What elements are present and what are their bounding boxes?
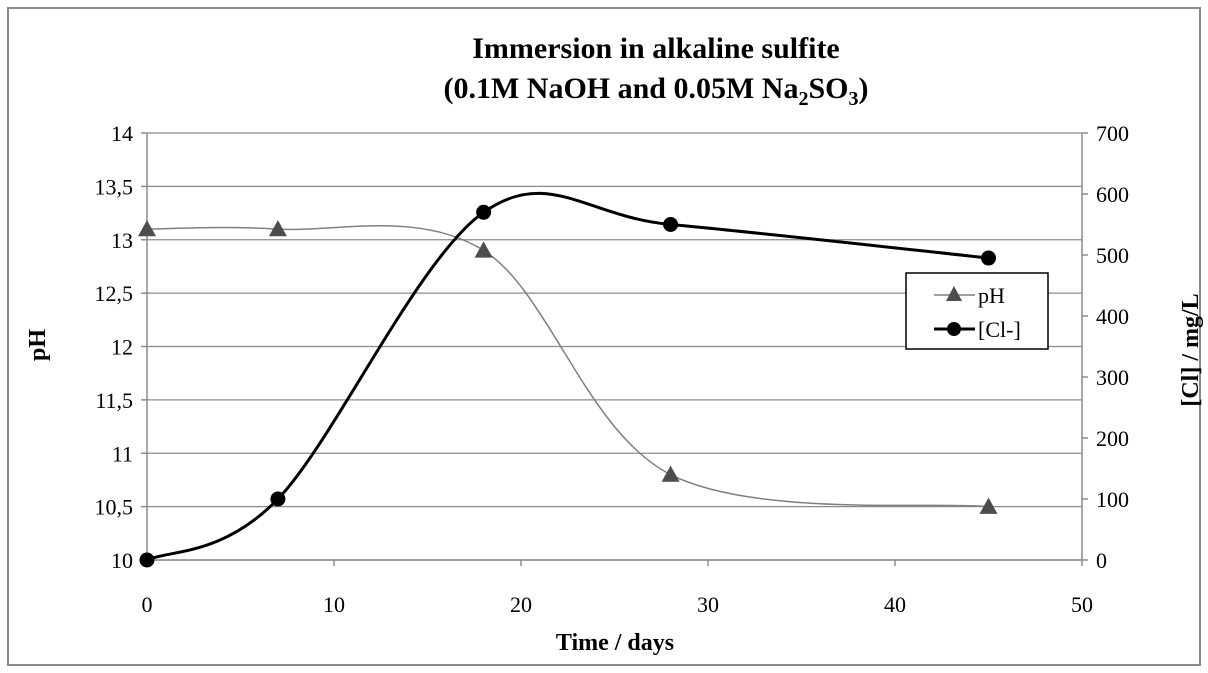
cl-point bbox=[139, 552, 155, 568]
y-axis-title-right: [Cl] / mg/L bbox=[1178, 293, 1204, 406]
x-tick-label: 40 bbox=[884, 592, 906, 617]
series bbox=[138, 191, 998, 568]
chart-title-sub-2: 3 bbox=[849, 88, 859, 110]
y-left-tick-label: 10 bbox=[111, 548, 133, 573]
y-right-tick-label: 400 bbox=[1096, 304, 1129, 329]
y-right-tick-label: 600 bbox=[1096, 182, 1129, 207]
series-ph-line bbox=[146, 225, 989, 508]
chart-title-part-a: (0.1M NaOH and 0.05M Na bbox=[443, 72, 798, 105]
y-right-tick-label: 0 bbox=[1096, 548, 1107, 573]
y-left-tick-label: 13 bbox=[111, 228, 133, 253]
y-right-tick-label: 500 bbox=[1096, 243, 1129, 268]
y-left-tick-label: 12 bbox=[111, 335, 133, 360]
cl-point bbox=[270, 491, 286, 507]
y-left-tick-label: 13,5 bbox=[95, 174, 134, 199]
x-tick-label: 20 bbox=[510, 592, 532, 617]
cl-point bbox=[476, 204, 492, 220]
y-left-tick-label: 11 bbox=[112, 441, 133, 466]
legend-box bbox=[905, 272, 1049, 350]
cl-point bbox=[663, 217, 679, 232]
x-tick-label: 30 bbox=[697, 592, 719, 617]
chart-title-part-c: ) bbox=[859, 72, 869, 105]
legend-cl-label: [Cl-] bbox=[978, 317, 1021, 342]
y-right-tick-label: 300 bbox=[1096, 365, 1129, 390]
x-tick-label: 50 bbox=[1071, 592, 1093, 617]
ph-point bbox=[661, 465, 680, 482]
x-axis-title: Time / days bbox=[556, 630, 674, 656]
legend-cl-marker bbox=[947, 322, 961, 336]
y-left-tick-label: 12,5 bbox=[95, 281, 134, 306]
y-left-tick-label: 11,5 bbox=[95, 388, 133, 413]
y-right-tick-label: 700 bbox=[1096, 121, 1129, 146]
ph-point bbox=[979, 497, 998, 514]
y-right-tick-label: 200 bbox=[1096, 426, 1129, 451]
chart-border bbox=[7, 7, 1201, 666]
chart-title-line-2: (0.1M NaOH and 0.05M Na2SO3) bbox=[443, 72, 868, 110]
y-axis-title-left: pH bbox=[25, 329, 51, 361]
legend-ph-marker bbox=[946, 286, 962, 301]
ph-point bbox=[268, 220, 287, 237]
legend-ph-label: pH bbox=[978, 283, 1005, 308]
chart-title-line-1: Immersion in alkaline sulfite bbox=[472, 32, 840, 65]
axes bbox=[141, 132, 1088, 566]
y-left-tick-label: 14 bbox=[111, 121, 133, 146]
ph-point bbox=[474, 241, 493, 258]
ph-point bbox=[138, 220, 156, 237]
y-left-tick-label: 10,5 bbox=[95, 495, 134, 520]
x-tick-label: 10 bbox=[323, 592, 345, 617]
chart-title-sub-1: 2 bbox=[798, 88, 808, 110]
x-tick-label: 0 bbox=[142, 592, 153, 617]
y-right-tick-label: 100 bbox=[1096, 487, 1129, 512]
cl-point bbox=[981, 250, 996, 266]
tick-labels: 1010,51111,51212,51313,51401002003004005… bbox=[95, 121, 1130, 617]
legend: pH [Cl-] bbox=[905, 272, 1049, 350]
chart-title-part-b: SO bbox=[808, 72, 848, 105]
